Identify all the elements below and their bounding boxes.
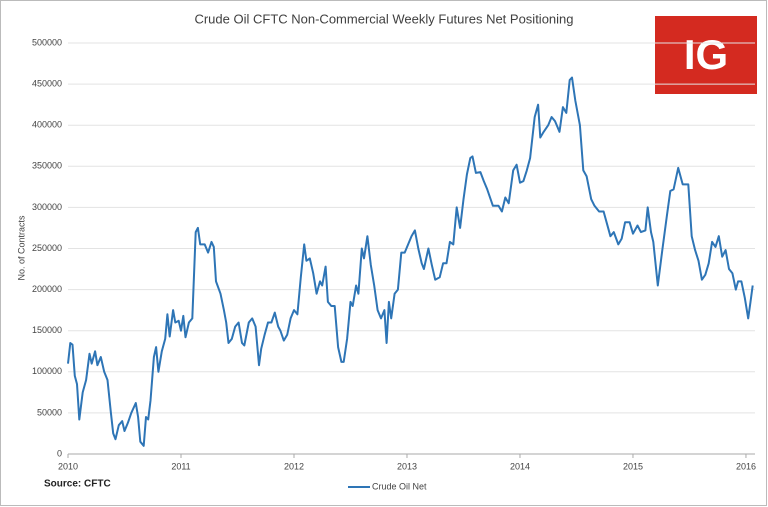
x-tick-label: 2012: [284, 461, 304, 471]
y-tick-label: 350000: [32, 161, 62, 171]
y-tick-label: 0: [57, 448, 62, 458]
y-tick-label: 200000: [32, 284, 62, 294]
y-axis-label: No. of Contracts: [16, 215, 26, 281]
legend-label: Crude Oil Net: [372, 481, 427, 491]
x-tick-label: 2015: [623, 461, 643, 471]
x-tick-label: 2010: [58, 461, 78, 471]
y-tick-label: 100000: [32, 366, 62, 376]
x-tick-label: 2014: [510, 461, 530, 471]
x-tick-label: 2011: [171, 461, 190, 471]
y-tick-label: 400000: [32, 120, 62, 130]
y-tick-label: 50000: [37, 407, 62, 417]
y-tick-label: 250000: [32, 243, 62, 253]
x-tick-label: 2013: [397, 461, 417, 471]
chart-title: Crude Oil CFTC Non-Commercial Weekly Fut…: [194, 11, 573, 26]
y-tick-label: 150000: [32, 325, 62, 335]
source: Source: CFTC: [44, 479, 111, 490]
logo: IG: [684, 31, 728, 78]
y-tick-label: 450000: [32, 78, 62, 88]
logo-box: [655, 16, 757, 94]
x-tick-label: 2016: [736, 461, 756, 471]
y-tick-label: 500000: [32, 37, 62, 47]
y-tick-label: 300000: [32, 202, 62, 212]
line: [67, 76, 754, 447]
